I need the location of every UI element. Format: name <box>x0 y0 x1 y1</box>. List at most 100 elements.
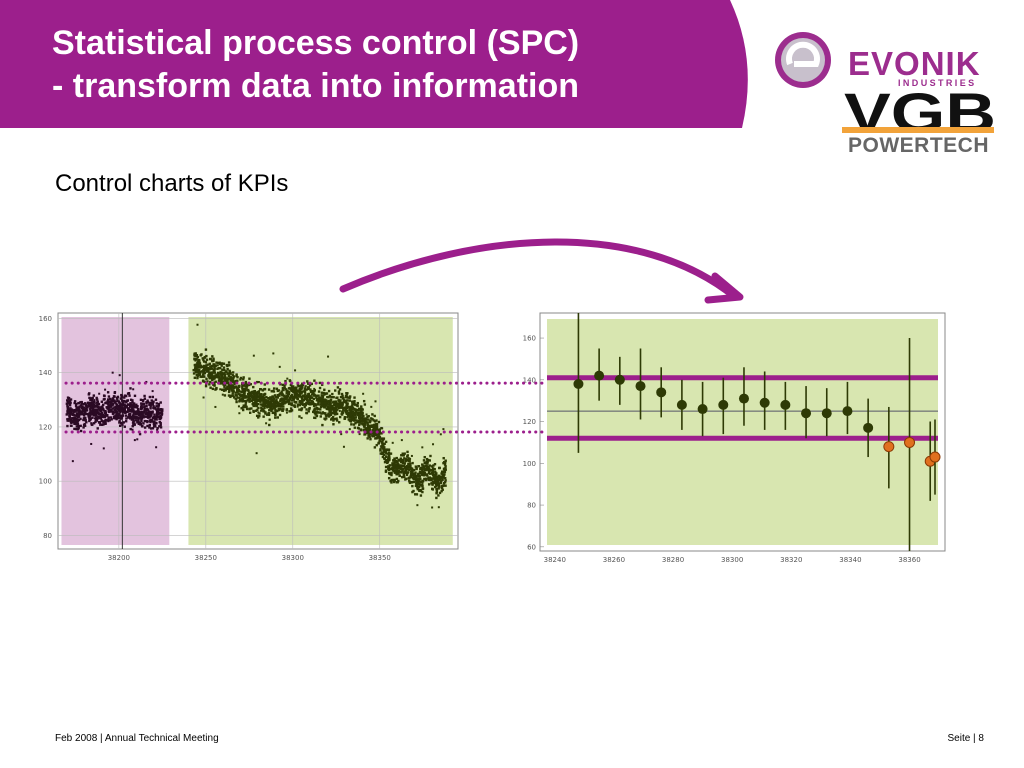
data-point <box>417 479 420 482</box>
data-point <box>285 389 289 393</box>
data-point <box>364 418 367 422</box>
data-point <box>143 415 146 418</box>
data-point <box>223 380 227 383</box>
outlier-point <box>281 410 284 413</box>
data-point <box>226 380 229 383</box>
data-point <box>215 361 218 364</box>
data-point <box>90 422 93 425</box>
data-point <box>146 424 149 428</box>
data-point <box>440 472 444 475</box>
data-point <box>274 413 277 417</box>
data-point <box>89 417 92 420</box>
data-point <box>435 482 438 485</box>
data-point <box>230 387 233 390</box>
data-point <box>213 368 216 371</box>
data-point <box>350 409 353 412</box>
data-point <box>122 411 125 414</box>
data-point <box>388 464 392 467</box>
data-point <box>195 369 199 373</box>
outlier-point <box>198 360 201 363</box>
data-point <box>221 376 224 379</box>
footer-page-number: Seite | 8 <box>947 733 984 744</box>
data-point <box>321 423 324 427</box>
data-point <box>333 401 336 404</box>
data-point <box>123 408 126 412</box>
data-point <box>362 422 365 426</box>
data-point <box>356 411 359 414</box>
data-point <box>133 405 136 409</box>
data-point <box>103 415 107 418</box>
data-point <box>353 413 357 416</box>
data-point <box>133 422 136 425</box>
data-point <box>320 391 324 394</box>
data-point <box>359 416 362 419</box>
data-point <box>206 363 209 366</box>
data-point <box>342 400 345 404</box>
data-point <box>333 409 337 412</box>
data-point <box>288 400 291 403</box>
data-point <box>196 355 199 359</box>
data-point <box>106 413 109 417</box>
data-point <box>287 391 290 395</box>
data-point <box>319 399 322 403</box>
data-point <box>268 400 271 403</box>
data-point <box>135 403 138 406</box>
data-point <box>338 388 342 391</box>
data-point <box>420 471 423 475</box>
data-point <box>357 427 361 430</box>
data-point <box>332 419 335 422</box>
data-point <box>435 480 438 483</box>
data-point <box>320 398 323 401</box>
data-point <box>381 455 385 459</box>
data-point <box>328 406 332 409</box>
data-point <box>312 397 315 401</box>
data-point <box>151 427 155 430</box>
data-point <box>139 413 142 417</box>
data-point <box>324 399 328 402</box>
data-point <box>350 423 353 426</box>
data-point <box>243 405 247 409</box>
data-point <box>264 401 267 404</box>
data-point <box>262 393 266 397</box>
data-point <box>428 467 431 470</box>
data-point <box>109 416 113 419</box>
data-point <box>433 476 436 480</box>
data-point <box>139 411 142 414</box>
data-point <box>269 405 273 409</box>
data-point <box>299 384 303 387</box>
data-point <box>210 371 213 374</box>
data-point <box>110 402 113 405</box>
data-point <box>297 389 301 393</box>
data-point <box>253 389 257 393</box>
data-point <box>68 404 72 407</box>
data-point <box>196 374 199 378</box>
data-point <box>97 407 100 410</box>
data-point <box>220 380 223 383</box>
data-point <box>222 389 226 392</box>
data-point <box>254 396 257 400</box>
data-point <box>229 378 233 382</box>
data-point <box>416 485 419 488</box>
data-point <box>96 405 100 409</box>
data-point <box>280 390 283 393</box>
data-point <box>115 403 119 407</box>
data-point <box>266 399 270 402</box>
data-point <box>312 390 315 394</box>
data-point <box>393 457 396 460</box>
data-point <box>300 402 303 406</box>
data-point <box>437 487 440 490</box>
data-point <box>322 391 325 395</box>
data-point <box>278 393 281 396</box>
data-point <box>205 364 208 367</box>
outlier-point <box>272 352 275 355</box>
data-point <box>292 388 296 392</box>
data-point <box>321 395 325 399</box>
data-point <box>391 478 394 482</box>
data-point <box>218 380 222 383</box>
data-point <box>312 404 316 408</box>
data-point <box>302 398 306 402</box>
in-control-point <box>635 381 646 392</box>
data-point <box>427 483 431 486</box>
outlier-point <box>98 392 101 395</box>
data-point <box>307 392 311 396</box>
